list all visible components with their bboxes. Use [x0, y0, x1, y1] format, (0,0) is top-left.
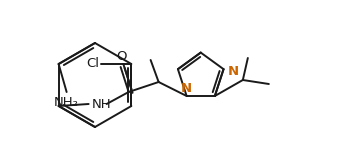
Text: O: O — [116, 50, 127, 63]
Text: NH: NH — [92, 98, 111, 112]
Text: N: N — [228, 65, 239, 78]
Text: Cl: Cl — [87, 58, 100, 70]
Text: NH₂: NH₂ — [54, 96, 79, 109]
Text: N: N — [181, 82, 192, 95]
